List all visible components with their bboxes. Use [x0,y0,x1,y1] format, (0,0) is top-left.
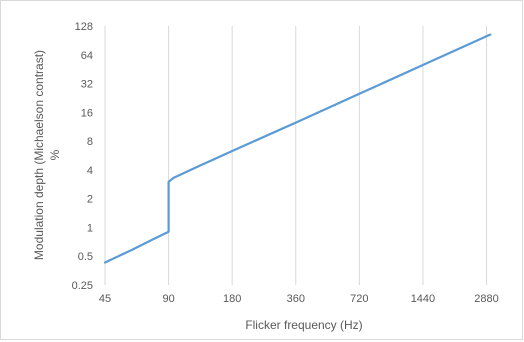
y-axis-ticks: 0.25 0.5 1 2 4 8 16 32 64 128 [72,21,93,292]
y-tick-label: 128 [75,21,93,33]
y-axis-title: Modulation depth (Michaelson contrast) [32,50,46,260]
y-tick-label: 0.5 [78,251,93,263]
x-axis-ticks: 45 90 180 360 720 1440 2880 [99,293,499,305]
y-tick-label: 16 [81,107,93,119]
series-line [103,33,492,264]
x-tick-label: 720 [350,293,368,305]
x-axis-title: Flicker frequency (Hz) [245,318,362,332]
y-tick-label: 1 [87,222,93,234]
y-tick-label: 0.25 [72,280,93,292]
x-tick-label: 1440 [411,293,435,305]
gridlines [104,26,488,285]
y-tick-label: 4 [87,165,93,177]
x-tick-label: 360 [287,293,305,305]
y-tick-label: 32 [81,79,93,91]
x-tick-label: 45 [99,293,111,305]
y-axis-unit: % [48,149,62,160]
series-layer [103,33,492,264]
x-tick-label: 2880 [474,293,498,305]
x-tick-label: 90 [162,293,174,305]
x-tick-label: 180 [223,293,241,305]
y-tick-label: 64 [81,50,93,62]
y-tick-label: 8 [87,136,93,148]
y-tick-label: 2 [87,194,93,206]
